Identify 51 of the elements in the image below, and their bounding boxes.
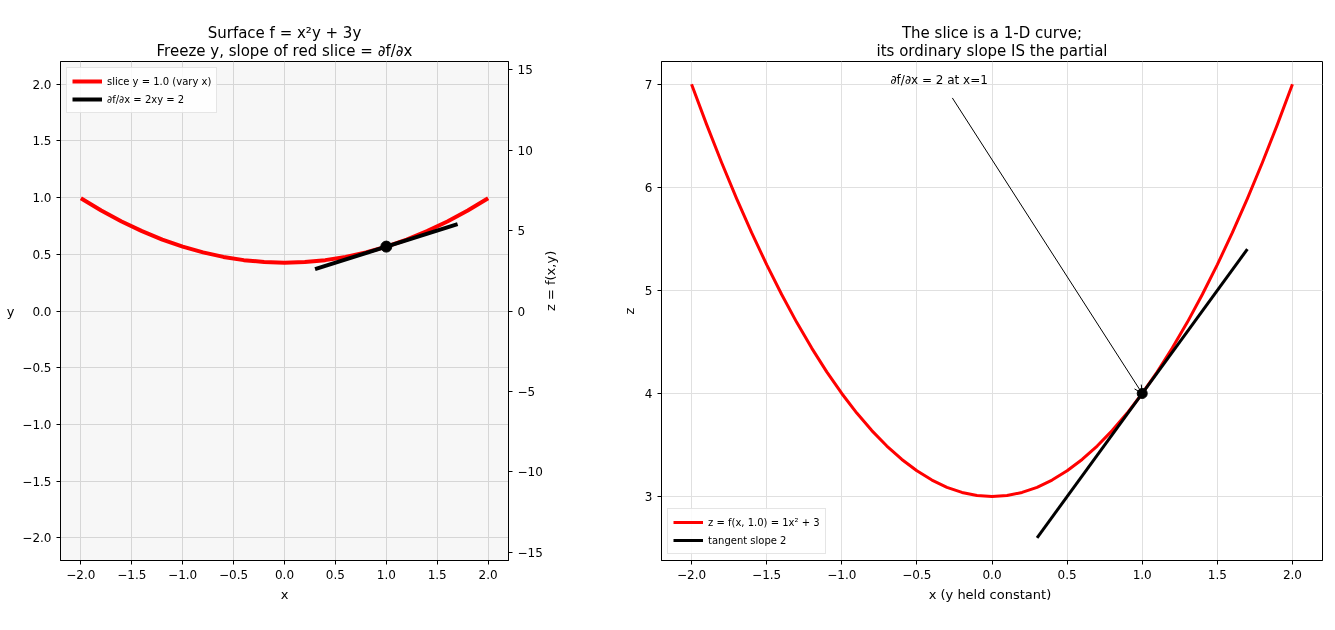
x-tick-label: −0.5 bbox=[219, 567, 249, 582]
y2-tick-label: 10 bbox=[517, 143, 533, 158]
chart-title: The slice is a 1-D curve; its ordinary slope IS the partial bbox=[876, 23, 1108, 60]
x-tick-label: −0.5 bbox=[902, 567, 932, 582]
y-tick-label: 0.5 bbox=[32, 247, 52, 262]
x-tick-label: 1.5 bbox=[427, 567, 447, 582]
x-tick-label: −1.0 bbox=[168, 567, 198, 582]
x-tick-label: 1.0 bbox=[376, 567, 396, 582]
y2-tick-label: −15 bbox=[517, 545, 543, 560]
y2-axis-title: z = f(x,y) bbox=[543, 250, 559, 311]
y-tick-label: −0.5 bbox=[22, 361, 52, 376]
y2-tick-label: 15 bbox=[517, 63, 533, 78]
y-tick-label: 6 bbox=[644, 180, 653, 195]
y-tick-label: 0.0 bbox=[32, 304, 52, 319]
x-tick-label: −1.5 bbox=[752, 567, 782, 582]
x-tick-label: 0.0 bbox=[274, 567, 295, 582]
y-tick-label: −1.5 bbox=[22, 474, 52, 489]
y-axis-title: z bbox=[621, 307, 637, 315]
y2-tick-label: 0 bbox=[517, 304, 526, 319]
y-axis-title: y bbox=[6, 303, 15, 319]
y-tick-label: 1.0 bbox=[32, 191, 52, 206]
legend-label: slice y = 1.0 (vary x) bbox=[107, 74, 212, 89]
x-tick-label: −2.0 bbox=[676, 567, 707, 582]
y2-tick-label: −5 bbox=[517, 384, 536, 399]
y-tick-label: 4 bbox=[644, 386, 653, 401]
y2-tick-label: −10 bbox=[517, 465, 543, 480]
x-tick-label: −1.0 bbox=[827, 567, 857, 582]
x-tick-label: 2.0 bbox=[1282, 567, 1303, 582]
legend-label: tangent slope 2 bbox=[708, 533, 787, 548]
legend-label: ∂f/∂x = 2xy = 2 bbox=[107, 92, 185, 107]
x-tick-label: 2.0 bbox=[478, 567, 498, 582]
x-tick-label: 0.5 bbox=[325, 567, 345, 582]
y-tick-label: −2.0 bbox=[22, 531, 52, 546]
x-axis-title: x (y held constant) bbox=[928, 586, 1052, 602]
x-tick-label: 1.0 bbox=[1132, 567, 1152, 582]
x-tick-label: −1.5 bbox=[117, 567, 147, 582]
y-tick-label: 3 bbox=[644, 490, 653, 505]
x-tick-label: 0.0 bbox=[982, 567, 1002, 582]
annotation: ∂f/∂x = 2 at x=1 bbox=[890, 73, 988, 88]
y-tick-label: 5 bbox=[644, 283, 653, 298]
x-tick-label: −2.0 bbox=[66, 567, 96, 582]
y2-tick-label: 5 bbox=[517, 224, 526, 239]
x-tick-label: 1.5 bbox=[1207, 567, 1227, 582]
x-tick-label: 0.5 bbox=[1057, 567, 1077, 582]
legend-label: z = f(x, 1.0) = 1x² + 3 bbox=[708, 515, 820, 530]
y-tick-label: −1.0 bbox=[22, 417, 52, 432]
y-tick-label: 2.0 bbox=[32, 77, 52, 92]
y-tick-label: 1.5 bbox=[32, 134, 52, 149]
x-axis-title: x bbox=[280, 586, 289, 602]
chart-title: Surface f = x²y + 3y Freeze y, slope of red slice = ∂f/∂x bbox=[156, 23, 413, 60]
y-tick-label: 7 bbox=[644, 77, 653, 92]
